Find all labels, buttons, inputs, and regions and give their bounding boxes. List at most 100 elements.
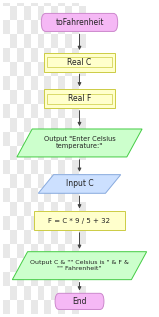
Bar bbox=[3, 272, 10, 286]
Bar bbox=[79, 258, 86, 272]
Bar bbox=[31, 244, 38, 258]
Bar bbox=[3, 300, 10, 314]
Bar bbox=[31, 216, 38, 230]
FancyBboxPatch shape bbox=[55, 293, 104, 309]
Bar bbox=[44, 216, 51, 230]
Bar bbox=[65, 258, 72, 272]
Bar bbox=[10, 118, 17, 132]
Bar bbox=[51, 34, 58, 48]
Bar bbox=[44, 188, 51, 202]
Bar bbox=[3, 216, 10, 230]
Bar bbox=[79, 90, 86, 104]
Bar bbox=[10, 202, 17, 216]
Bar bbox=[79, 230, 86, 244]
Bar bbox=[58, 272, 65, 286]
Bar bbox=[3, 0, 10, 6]
Bar bbox=[24, 62, 31, 76]
Polygon shape bbox=[12, 252, 147, 280]
Bar bbox=[65, 202, 72, 216]
Bar bbox=[38, 230, 44, 244]
Bar bbox=[79, 62, 86, 76]
Bar bbox=[3, 104, 10, 118]
Bar bbox=[72, 104, 79, 118]
Bar bbox=[58, 160, 65, 174]
Bar bbox=[65, 230, 72, 244]
Bar bbox=[17, 20, 24, 34]
Bar bbox=[72, 300, 79, 314]
Bar bbox=[31, 272, 38, 286]
Bar bbox=[31, 104, 38, 118]
Bar bbox=[3, 48, 10, 62]
Bar bbox=[58, 216, 65, 230]
Bar bbox=[3, 188, 10, 202]
Bar bbox=[72, 216, 79, 230]
Bar bbox=[65, 174, 72, 188]
Bar bbox=[38, 62, 44, 76]
Bar bbox=[10, 146, 17, 160]
Bar bbox=[38, 258, 44, 272]
Bar bbox=[17, 216, 24, 230]
Bar bbox=[38, 286, 44, 300]
Bar bbox=[17, 300, 24, 314]
Bar bbox=[31, 48, 38, 62]
Bar bbox=[31, 160, 38, 174]
Bar bbox=[44, 48, 51, 62]
Bar bbox=[51, 286, 58, 300]
Bar bbox=[44, 132, 51, 146]
Bar bbox=[44, 104, 51, 118]
Bar bbox=[10, 6, 17, 20]
Bar bbox=[72, 132, 79, 146]
Bar bbox=[79, 146, 86, 160]
Bar bbox=[58, 244, 65, 258]
Bar bbox=[17, 188, 24, 202]
Text: F = C * 9 / 5 + 32: F = C * 9 / 5 + 32 bbox=[48, 218, 111, 223]
Bar bbox=[24, 174, 31, 188]
Bar bbox=[72, 20, 79, 34]
Bar bbox=[3, 76, 10, 90]
Bar bbox=[51, 62, 58, 76]
Bar bbox=[65, 118, 72, 132]
Bar bbox=[65, 286, 72, 300]
Bar bbox=[79, 6, 86, 20]
Bar bbox=[38, 90, 44, 104]
Bar bbox=[65, 146, 72, 160]
Bar bbox=[51, 202, 58, 216]
Bar bbox=[72, 160, 79, 174]
Bar bbox=[17, 48, 24, 62]
Bar bbox=[17, 76, 24, 90]
Bar bbox=[24, 202, 31, 216]
Bar bbox=[31, 0, 38, 6]
Bar bbox=[24, 6, 31, 20]
Bar bbox=[34, 211, 125, 230]
Bar bbox=[44, 272, 51, 286]
Polygon shape bbox=[17, 129, 142, 157]
Bar bbox=[72, 188, 79, 202]
Bar bbox=[24, 118, 31, 132]
Bar bbox=[51, 90, 58, 104]
Bar bbox=[44, 244, 51, 258]
Bar bbox=[65, 6, 72, 20]
Bar bbox=[72, 244, 79, 258]
Bar bbox=[72, 0, 79, 6]
Bar bbox=[38, 6, 44, 20]
Bar bbox=[38, 34, 44, 48]
Bar bbox=[31, 76, 38, 90]
Text: Real F: Real F bbox=[68, 94, 91, 103]
Bar bbox=[79, 34, 86, 48]
Bar bbox=[3, 244, 10, 258]
Bar bbox=[24, 258, 31, 272]
Bar bbox=[47, 94, 112, 104]
Bar bbox=[10, 90, 17, 104]
Bar bbox=[24, 286, 31, 300]
Text: End: End bbox=[72, 297, 87, 306]
Bar bbox=[44, 0, 51, 6]
Text: Output C & "" Celsius is " & F &
"" Fahrenheit": Output C & "" Celsius is " & F & "" Fahr… bbox=[30, 260, 129, 271]
Bar bbox=[79, 118, 86, 132]
Bar bbox=[38, 118, 44, 132]
Bar bbox=[51, 146, 58, 160]
Bar bbox=[58, 188, 65, 202]
Bar bbox=[51, 6, 58, 20]
Bar bbox=[17, 272, 24, 286]
Bar bbox=[10, 230, 17, 244]
Bar bbox=[58, 132, 65, 146]
